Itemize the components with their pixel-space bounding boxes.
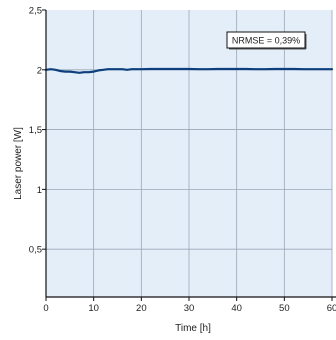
x-tick-label: 0 bbox=[43, 303, 48, 314]
x-tick-label: 10 bbox=[88, 303, 99, 314]
annotation-group: NRMSE = 0,39% bbox=[226, 31, 307, 50]
axes bbox=[42, 9, 336, 301]
nrmse-annotation: NRMSE = 0,39% bbox=[232, 36, 300, 46]
y-tick-label: 2 bbox=[37, 65, 42, 76]
x-axis-label: Time [h] bbox=[175, 323, 211, 334]
tick-labels: 0 10 20 30 40 50 60 0,5 1 1,5 2 2,5 bbox=[29, 6, 336, 315]
x-tick-label: 30 bbox=[184, 303, 195, 314]
x-tick-label: 40 bbox=[231, 303, 242, 314]
x-tick-label: 20 bbox=[136, 303, 147, 314]
x-tick-label: 60 bbox=[327, 303, 336, 314]
series-layer bbox=[44, 67, 334, 74]
x-tick-label: 50 bbox=[279, 303, 290, 314]
y-tick-label: 2,5 bbox=[29, 6, 42, 17]
y-tick-label: 1,5 bbox=[29, 125, 42, 136]
annotation-box bbox=[226, 31, 306, 49]
y-tick-label: 1 bbox=[37, 185, 42, 196]
y-axis-label: Laser power [W] bbox=[13, 127, 24, 200]
series-line bbox=[44, 67, 334, 74]
y-tick-label: 0,5 bbox=[29, 245, 42, 256]
